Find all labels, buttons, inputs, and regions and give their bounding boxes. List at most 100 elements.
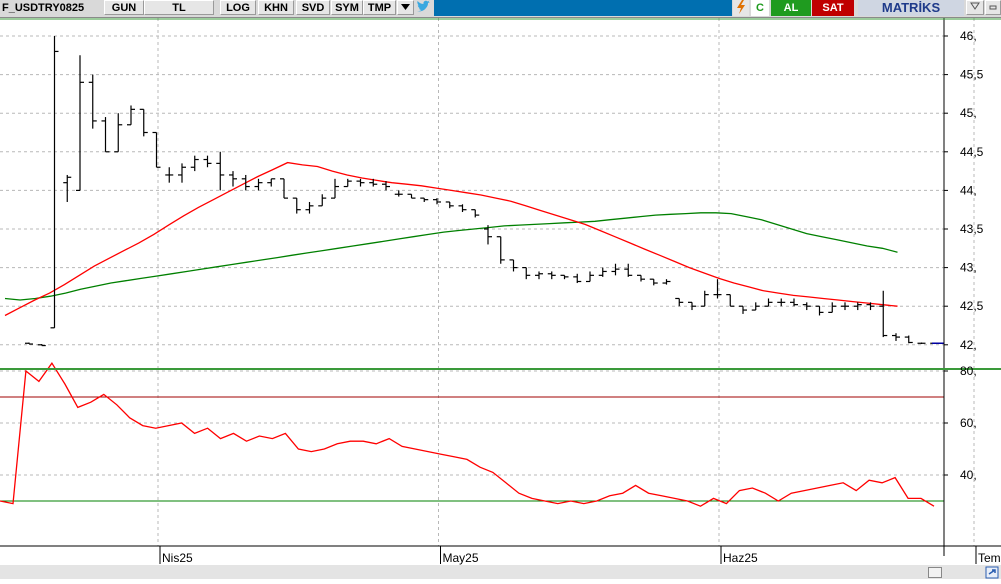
price-tick-label: 42,5 xyxy=(960,299,984,313)
ohlc-bar xyxy=(280,178,288,199)
buy-button[interactable]: AL xyxy=(771,0,811,16)
date-tick-label: Nis25 xyxy=(162,551,193,565)
price-tick-label: 46, xyxy=(960,29,977,43)
ohlc-bar xyxy=(50,36,59,329)
ohlc-bar xyxy=(866,302,875,311)
sym-button[interactable]: SYM xyxy=(331,0,363,15)
refresh-button[interactable]: C xyxy=(751,0,769,16)
green-moving-average-line xyxy=(4,212,898,301)
ohlc-bar xyxy=(688,301,696,311)
price-tick-label: 45,5 xyxy=(960,68,984,82)
khn-button[interactable]: KHN xyxy=(258,0,294,15)
moving-average-red xyxy=(4,161,898,317)
ohlc-bar xyxy=(114,113,123,153)
ohlc-bar xyxy=(675,297,684,307)
ohlc-bar xyxy=(496,236,505,264)
rsi-tick-label: 60, xyxy=(960,416,977,430)
ohlc-bar xyxy=(420,197,429,202)
minimize-icon[interactable] xyxy=(985,0,1001,15)
moving-average-green xyxy=(4,212,898,301)
date-x-axis: Nis25 May25 Haz25 Tem25 xyxy=(159,546,1001,565)
ohlc-bar xyxy=(892,333,900,341)
ohlc-bar xyxy=(241,174,250,191)
ohlc-bar xyxy=(484,225,492,245)
ohlc-bar xyxy=(522,267,531,280)
ohlc-bar xyxy=(267,178,276,187)
ohlc-bar xyxy=(573,273,582,284)
ohlc-bar xyxy=(751,302,760,311)
menu-triangle-icon[interactable] xyxy=(966,0,984,15)
status-strip xyxy=(0,565,1001,579)
ohlc-bar xyxy=(305,201,314,214)
brand-logo: MATRİKS xyxy=(858,0,964,16)
ohlc-bar xyxy=(802,302,811,311)
ohlc-bar xyxy=(37,344,46,347)
ohlc-bar xyxy=(815,305,824,316)
svd-button[interactable]: SVD xyxy=(296,0,330,15)
date-tick-label: Tem25 xyxy=(978,551,1001,565)
price-grid xyxy=(0,18,975,368)
ohlc-bar xyxy=(445,201,454,209)
log-button[interactable]: LOG xyxy=(220,0,256,15)
rsi-line xyxy=(0,362,935,507)
ohlc-bar xyxy=(76,55,84,191)
ohlc-bar xyxy=(25,342,33,345)
ohlc-bar xyxy=(598,267,607,277)
ohlc-bar xyxy=(713,279,722,299)
ohlc-bar xyxy=(356,178,365,187)
ohlc-bar xyxy=(292,197,301,214)
ohlc-bar xyxy=(879,290,888,338)
ohlc-bar xyxy=(509,259,518,272)
sell-button[interactable]: SAT xyxy=(812,0,854,16)
ohlc-bar xyxy=(547,271,556,280)
period-button[interactable]: GUN xyxy=(104,0,144,15)
symbol-label[interactable]: F_USDTRY0825 xyxy=(2,2,85,14)
ohlc-bar xyxy=(216,151,225,191)
ohlc-bar xyxy=(318,194,327,207)
price-tick-label: 43,5 xyxy=(960,222,984,236)
ohlc-bar xyxy=(101,117,110,153)
ohlc-bar xyxy=(178,163,186,183)
ohlc-bar xyxy=(331,178,339,199)
ohlc-bar xyxy=(190,155,199,172)
ohlc-bar xyxy=(586,271,594,283)
ohlc-bar xyxy=(433,198,441,205)
rsi-indicator xyxy=(0,362,944,507)
rsi-tick-label: 80, xyxy=(960,364,977,378)
rsi-y-axis: 80, 60, 40, xyxy=(944,364,977,482)
price-chart[interactable]: 46, 45,5 45, 44,5 44, 43,5 43, 42,5 42, 80, 60, 40… xyxy=(0,18,1001,565)
twitter-bird-icon[interactable] xyxy=(415,0,433,16)
ohlc-bar xyxy=(828,302,837,313)
ohlc-bars xyxy=(25,36,944,347)
ohlc-bar xyxy=(649,278,658,286)
ohlc-bar xyxy=(139,108,148,137)
currency-button[interactable]: TL xyxy=(144,0,214,15)
ohlc-bar xyxy=(203,155,212,168)
ohlc-bar xyxy=(853,302,862,311)
ohlc-bar xyxy=(726,294,735,307)
date-tick-label: May25 xyxy=(443,551,479,565)
price-tick-label: 45, xyxy=(960,106,977,120)
red-moving-average-line xyxy=(4,161,898,317)
ohlc-bar xyxy=(458,204,467,213)
toolbar: F_USDTRY0825 GUN TL LOG KHN SVD SYM TMP … xyxy=(0,0,1001,18)
top-blue-bar xyxy=(434,0,732,16)
tmp-button[interactable]: TMP xyxy=(363,0,396,15)
price-tick-label: 44,5 xyxy=(960,145,984,159)
price-tick-label: 43, xyxy=(960,261,977,275)
ohlc-bar xyxy=(369,178,378,187)
ohlc-bar xyxy=(841,302,849,311)
ohlc-bar xyxy=(637,274,645,282)
ohlc-bar xyxy=(790,298,798,307)
ohlc-bar xyxy=(471,209,480,218)
ohlc-bar xyxy=(560,274,569,280)
ohlc-bar xyxy=(739,305,747,314)
scroll-grip-icon[interactable] xyxy=(928,567,942,578)
ohlc-bar xyxy=(535,271,543,280)
sync-icon[interactable] xyxy=(984,565,1000,579)
ohlc-bar xyxy=(152,131,161,168)
ohlc-bar xyxy=(254,178,263,191)
lightning-icon[interactable] xyxy=(733,0,749,16)
ohlc-bar xyxy=(343,178,352,188)
triangle-down-icon[interactable] xyxy=(397,0,414,15)
